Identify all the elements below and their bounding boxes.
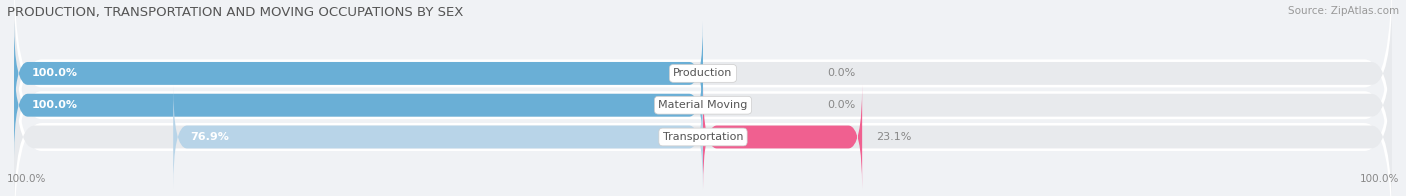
Text: 100.0%: 100.0% [31, 100, 77, 110]
FancyBboxPatch shape [14, 24, 1392, 196]
FancyBboxPatch shape [14, 53, 1392, 196]
Text: Transportation: Transportation [662, 132, 744, 142]
Text: 100.0%: 100.0% [1360, 174, 1399, 184]
FancyBboxPatch shape [14, 0, 1392, 196]
Text: 0.0%: 0.0% [827, 68, 855, 78]
Text: 0.0%: 0.0% [827, 100, 855, 110]
Text: 100.0%: 100.0% [31, 68, 77, 78]
FancyBboxPatch shape [703, 85, 862, 189]
Text: 100.0%: 100.0% [7, 174, 46, 184]
FancyBboxPatch shape [14, 0, 1392, 157]
FancyBboxPatch shape [14, 53, 703, 157]
FancyBboxPatch shape [173, 85, 703, 189]
Text: PRODUCTION, TRANSPORTATION AND MOVING OCCUPATIONS BY SEX: PRODUCTION, TRANSPORTATION AND MOVING OC… [7, 6, 464, 19]
FancyBboxPatch shape [14, 21, 703, 126]
FancyBboxPatch shape [14, 0, 1392, 187]
Text: Material Moving: Material Moving [658, 100, 748, 110]
Text: Source: ZipAtlas.com: Source: ZipAtlas.com [1288, 6, 1399, 16]
FancyBboxPatch shape [14, 21, 1392, 189]
Text: 23.1%: 23.1% [876, 132, 911, 142]
Text: Production: Production [673, 68, 733, 78]
Text: 76.9%: 76.9% [190, 132, 229, 142]
